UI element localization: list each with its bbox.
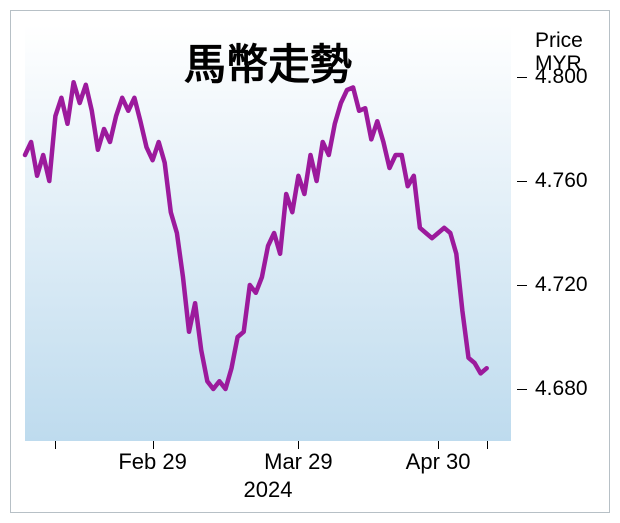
ytick-label: 4.680 bbox=[535, 377, 588, 401]
price-path bbox=[25, 82, 487, 389]
xtick-mark bbox=[55, 441, 56, 449]
chart-frame: 馬幣走勢 Price MYR 2024 4.8004.7604.7204.680… bbox=[0, 0, 620, 523]
y-axis-label-line1: Price bbox=[535, 29, 583, 52]
price-line bbox=[25, 25, 511, 441]
ytick-mark bbox=[517, 181, 527, 182]
ytick-mark bbox=[517, 77, 527, 78]
x-axis-year: 2024 bbox=[208, 477, 328, 503]
xtick-label: Mar 29 bbox=[248, 449, 348, 475]
ytick-label: 4.720 bbox=[535, 273, 588, 297]
xtick-mark bbox=[298, 441, 299, 449]
xtick-label: Apr 30 bbox=[388, 449, 488, 475]
ytick-label: 4.760 bbox=[535, 169, 588, 193]
ytick-label: 4.800 bbox=[535, 65, 588, 89]
chart-panel: 馬幣走勢 Price MYR 2024 4.8004.7604.7204.680… bbox=[10, 10, 610, 513]
ytick-mark bbox=[517, 285, 527, 286]
xtick-mark bbox=[153, 441, 154, 449]
xtick-mark bbox=[438, 441, 439, 449]
xtick-mark bbox=[487, 441, 488, 449]
xtick-label: Feb 29 bbox=[103, 449, 203, 475]
ytick-mark bbox=[517, 389, 527, 390]
